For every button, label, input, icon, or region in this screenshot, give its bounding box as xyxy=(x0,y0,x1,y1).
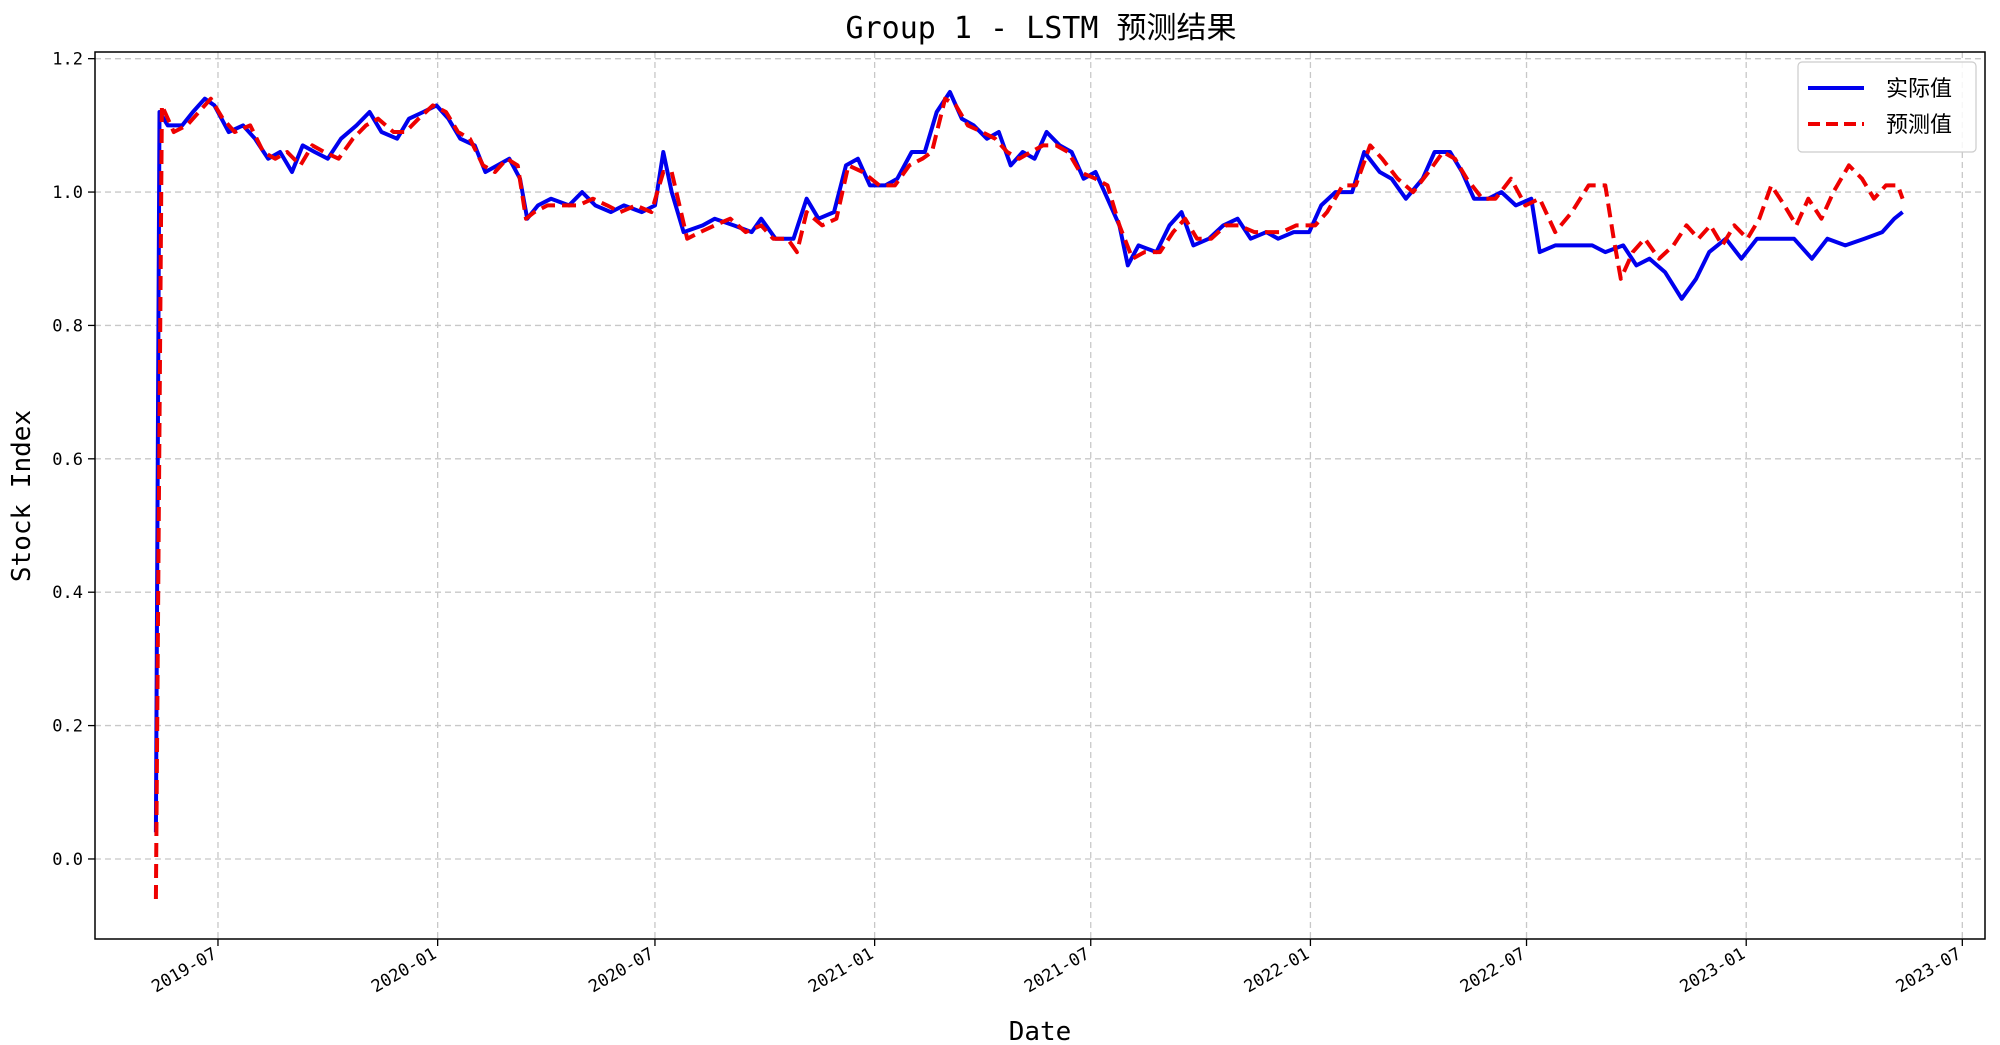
y-tick-label: 0.2 xyxy=(52,717,83,737)
y-axis-ticks: 0.0 0.2 0.4 0.6 0.8 1.0 1.2 xyxy=(52,50,95,870)
y-tick-label: 1.0 xyxy=(52,183,83,203)
legend-label-predicted: 预测值 xyxy=(1886,113,1952,138)
y-tick-label: 0.4 xyxy=(52,583,83,603)
y-tick-label: 0.0 xyxy=(52,850,83,870)
legend: 实际值 预测值 xyxy=(1797,61,1977,153)
chart-title: Group 1 - LSTM 预测结果 xyxy=(846,11,1237,46)
y-tick-label: 0.8 xyxy=(52,316,83,336)
y-tick-label: 0.6 xyxy=(52,450,83,470)
plot-area-frame xyxy=(94,51,1986,940)
series-line-predicted xyxy=(153,96,1905,900)
y-tick-label: 1.2 xyxy=(52,50,83,70)
legend-box xyxy=(1797,61,1977,153)
series-lines xyxy=(153,90,1905,900)
y-axis-title: Stock Index xyxy=(7,410,37,582)
x-axis-title: Date xyxy=(1009,1017,1072,1045)
grid-lines xyxy=(95,52,1985,939)
legend-label-actual: 实际值 xyxy=(1886,77,1952,102)
